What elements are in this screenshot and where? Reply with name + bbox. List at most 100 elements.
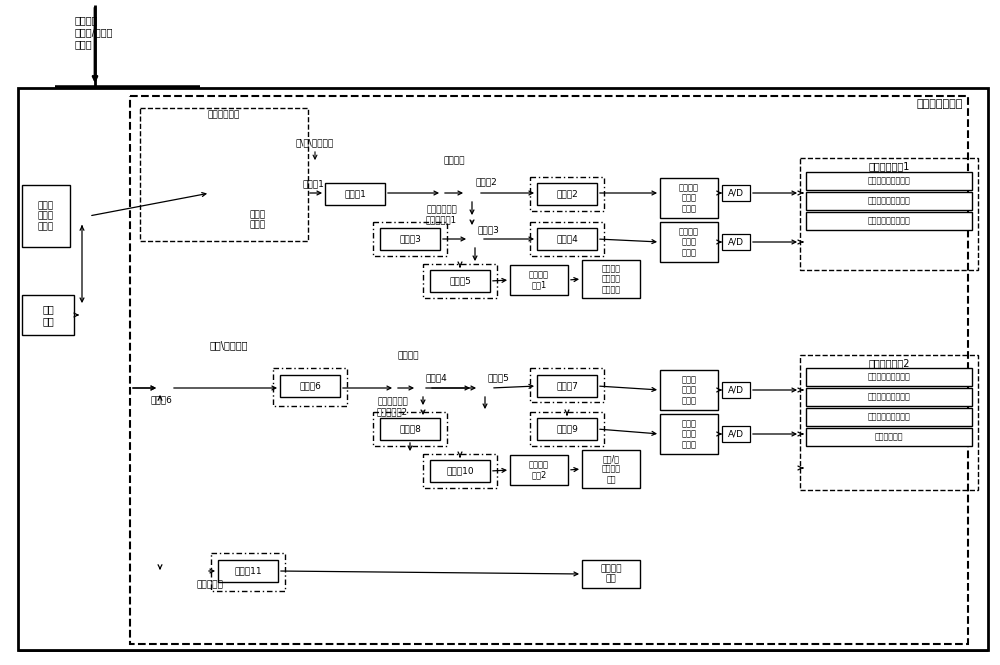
- Bar: [800, 355, 978, 490]
- Bar: [218, 560, 278, 582]
- Text: 短\中\长波红外: 短\中\长波红外: [296, 138, 334, 148]
- Bar: [537, 418, 597, 440]
- Bar: [798, 155, 983, 495]
- Text: A/D: A/D: [728, 386, 744, 394]
- Bar: [423, 264, 497, 298]
- Bar: [806, 172, 972, 190]
- Text: 中视场数据处理单元: 中视场数据处理单元: [868, 196, 910, 205]
- Text: 分光镜5: 分光镜5: [488, 374, 510, 382]
- Text: 小视场数据处理单元: 小视场数据处理单元: [868, 412, 910, 422]
- Bar: [582, 450, 640, 488]
- Bar: [530, 177, 604, 211]
- Bar: [660, 370, 718, 410]
- Text: 分光镜1: 分光镜1: [302, 180, 324, 188]
- Text: 透镜组1: 透镜组1: [344, 190, 366, 198]
- Text: 透镜组6: 透镜组6: [299, 382, 321, 390]
- Text: 宽光谱光学系统: 宽光谱光学系统: [917, 99, 963, 109]
- Bar: [430, 270, 490, 292]
- Text: A/D: A/D: [728, 430, 744, 438]
- Bar: [130, 96, 968, 644]
- Text: A/D: A/D: [728, 188, 744, 198]
- Text: 分光镜2: 分光镜2: [475, 178, 497, 186]
- Text: 透镜组10: 透镜组10: [446, 467, 474, 475]
- Text: 近红外
中视场
探测器: 近红外 中视场 探测器: [682, 419, 696, 449]
- Text: 中波红外
中视场
探测器: 中波红外 中视场 探测器: [679, 227, 699, 257]
- Bar: [280, 375, 340, 397]
- Text: 伺服
系统: 伺服 系统: [42, 304, 54, 326]
- Text: 可见\近红外光: 可见\近红外光: [210, 340, 249, 350]
- Bar: [530, 222, 604, 256]
- Text: 透镜组11: 透镜组11: [234, 567, 262, 575]
- Text: A/D: A/D: [728, 237, 744, 247]
- Bar: [582, 260, 640, 298]
- Bar: [660, 178, 718, 218]
- Bar: [537, 375, 597, 397]
- Bar: [806, 428, 972, 446]
- Text: 透过率透镜1: 透过率透镜1: [426, 215, 457, 225]
- Bar: [373, 222, 447, 256]
- Bar: [537, 228, 597, 250]
- Text: 可见/近
红外测谱
单元: 可见/近 红外测谱 单元: [602, 454, 620, 484]
- Bar: [22, 295, 74, 335]
- Bar: [800, 158, 978, 270]
- Text: 分光镜6: 分光镜6: [150, 396, 172, 404]
- Bar: [373, 412, 447, 446]
- Text: 透镜组2: 透镜组2: [556, 190, 578, 198]
- Text: 光谱放大
模块2: 光谱放大 模块2: [529, 460, 549, 479]
- Text: 学窗口: 学窗口: [75, 39, 93, 49]
- Text: 红外非成
像宽光谱
测谱单元: 红外非成 像宽光谱 测谱单元: [602, 264, 620, 294]
- Bar: [660, 414, 718, 454]
- Text: 大视场数据处理单元: 大视场数据处理单元: [868, 176, 910, 186]
- Bar: [380, 418, 440, 440]
- Text: 分光镜4: 分光镜4: [426, 374, 448, 382]
- Text: 二次像面: 二次像面: [444, 156, 466, 166]
- Text: 透过率透镜2: 透过率透镜2: [377, 408, 408, 416]
- Bar: [806, 368, 972, 386]
- Text: 小视场数据处理单元: 小视场数据处理单元: [868, 217, 910, 225]
- Bar: [537, 183, 597, 205]
- Text: 透镜组3: 透镜组3: [399, 235, 421, 243]
- Bar: [582, 560, 640, 588]
- Bar: [380, 228, 440, 250]
- Bar: [325, 183, 385, 205]
- Text: 中视场数据处理单元: 中视场数据处理单元: [868, 392, 910, 402]
- Bar: [423, 454, 497, 488]
- Text: 可见光
大视场
探测器: 可见光 大视场 探测器: [682, 375, 696, 405]
- Text: 数据处理单元2: 数据处理单元2: [868, 358, 910, 368]
- Text: 数据处理单元1: 数据处理单元1: [868, 161, 910, 171]
- Text: 透镜组9: 透镜组9: [556, 424, 578, 434]
- Text: 中波红外
大视场
探测器: 中波红外 大视场 探测器: [679, 183, 699, 213]
- Text: 透镜组4: 透镜组4: [556, 235, 578, 243]
- Bar: [211, 553, 285, 591]
- Bar: [510, 265, 568, 295]
- Text: 紫外反射镜: 紫外反射镜: [196, 581, 223, 589]
- Text: 大视场数据处理单元: 大视场数据处理单元: [868, 372, 910, 382]
- Bar: [140, 108, 308, 241]
- Text: 光谱放大
模块1: 光谱放大 模块1: [529, 270, 549, 290]
- Text: 入射光场: 入射光场: [75, 15, 99, 25]
- Bar: [18, 88, 988, 650]
- Bar: [806, 192, 972, 210]
- Bar: [722, 234, 750, 250]
- Bar: [510, 455, 568, 485]
- Text: 宽光谱: 宽光谱: [250, 211, 266, 219]
- Text: 可见光/红外光: 可见光/红外光: [75, 27, 114, 37]
- Bar: [806, 212, 972, 230]
- Bar: [22, 185, 70, 247]
- Bar: [273, 368, 347, 406]
- Text: 二次像面: 二次像面: [397, 352, 418, 360]
- Bar: [806, 388, 972, 406]
- Text: 卡氏反射镜组: 卡氏反射镜组: [208, 110, 240, 120]
- Bar: [430, 460, 490, 482]
- Text: 透镜组5: 透镜组5: [449, 277, 471, 285]
- Text: 紫外测谱单元: 紫外测谱单元: [875, 432, 903, 442]
- Text: 紫外测谱
单元: 紫外测谱 单元: [600, 565, 622, 584]
- Bar: [722, 382, 750, 398]
- Bar: [530, 412, 604, 446]
- Text: 中继镜: 中继镜: [250, 221, 266, 229]
- Bar: [722, 185, 750, 201]
- Text: 可调空间可变: 可调空间可变: [377, 398, 408, 406]
- Bar: [530, 368, 604, 402]
- Text: 大视场
二维扫
描转镜: 大视场 二维扫 描转镜: [38, 201, 54, 231]
- Text: 分光镜3: 分光镜3: [478, 225, 500, 235]
